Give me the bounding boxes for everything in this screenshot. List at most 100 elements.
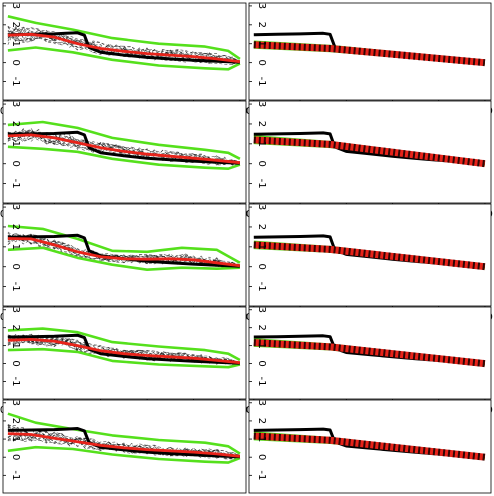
truth-line xyxy=(7,130,240,165)
y-tick-label: 0 xyxy=(256,59,267,65)
y-tick-label: 0 xyxy=(10,360,21,366)
band-lower-line xyxy=(7,246,240,271)
truth-line xyxy=(7,233,240,268)
y-tick-label: 1 xyxy=(10,342,21,348)
estimate-line xyxy=(7,337,241,365)
y-tick-label: 3 xyxy=(10,3,21,9)
band-lower-line xyxy=(7,347,241,369)
panel-r2-c1: -101230.00.20.40.60.81.0 xyxy=(0,100,248,220)
y-tick-label: 1 xyxy=(256,141,267,147)
y-tick-label: 1 xyxy=(256,342,267,348)
y-tick-label: 0 xyxy=(10,454,21,460)
y-tick-label: 3 xyxy=(10,204,21,210)
posterior-draw-line xyxy=(7,130,240,166)
y-tick-label: 0 xyxy=(10,264,21,270)
y-tick-label: -1 xyxy=(10,77,21,87)
y-tick-label: 3 xyxy=(256,204,267,210)
y-tick-label: 0 xyxy=(256,360,267,366)
posterior-draw-line xyxy=(7,128,240,164)
posterior-draw-line xyxy=(7,427,241,458)
posterior-draw-line xyxy=(7,231,240,268)
posterior-draw-line xyxy=(7,429,241,459)
estimate-dotted-overlay xyxy=(253,339,486,368)
estimate-line xyxy=(7,237,241,268)
y-tick-label: 1 xyxy=(256,244,267,250)
y-tick-label: 3 xyxy=(10,101,21,107)
estimate-dotted-overlay xyxy=(253,432,486,461)
band-lower-line xyxy=(7,445,241,464)
y-tick-label: 1 xyxy=(256,41,267,47)
band-upper-line xyxy=(7,327,241,362)
panel-r1-c1: -101230.00.20.40.60.81.0 xyxy=(0,2,248,117)
truth-line xyxy=(7,31,240,64)
panel-r5-c1: -1 0 1 2 3 xyxy=(2,399,247,494)
y-tick-label: -1 xyxy=(256,179,267,189)
y-tick-label: 2 xyxy=(10,121,21,127)
posterior-draw-line xyxy=(7,26,241,63)
posterior-draw-line xyxy=(7,427,241,458)
band-upper-line xyxy=(7,412,241,455)
y-tick-label: 3 xyxy=(256,3,267,9)
y-tick-label: 0 xyxy=(10,59,21,65)
y-tick-label: 2 xyxy=(256,325,267,331)
y-tick-label: -1 xyxy=(256,470,267,480)
y-tick-label: -1 xyxy=(10,377,21,387)
y-tick-label: -1 xyxy=(10,179,21,189)
panel-r3-c1: -101230.00.20.40.60.81.0 xyxy=(0,203,248,323)
band-upper-line xyxy=(7,15,241,60)
truth-line xyxy=(7,333,240,365)
panel-r1-c2: -101230.00.20.40.60.81.0 xyxy=(246,2,493,117)
y-tick-label: 1 xyxy=(10,41,21,47)
estimate-dotted-overlay xyxy=(253,41,486,67)
band-upper-line xyxy=(7,120,241,160)
y-tick-label: 2 xyxy=(10,418,21,424)
posterior-draw-line xyxy=(7,27,241,65)
band-lower-line xyxy=(7,145,241,170)
y-tick-label: 1 xyxy=(10,244,21,250)
panel-r4-c2: -101230.00.20.40.60.81.0 xyxy=(246,307,493,416)
posterior-draw-line xyxy=(7,431,241,457)
y-tick-label: 1 xyxy=(10,141,21,147)
posterior-draw-line xyxy=(7,424,240,458)
y-tick-label: 3 xyxy=(256,101,267,107)
estimate-line xyxy=(7,133,241,165)
panel-r3-c2: -101230.00.20.40.60.81.0 xyxy=(246,203,493,323)
estimate-line xyxy=(7,32,241,64)
y-tick-label: 1 xyxy=(256,436,267,442)
band-lower-line xyxy=(7,46,241,71)
panel-r4-c1: -101230.00.20.40.60.81.0 xyxy=(0,307,248,416)
y-tick-label: 0 xyxy=(256,264,267,270)
y-tick-label: -1 xyxy=(256,282,267,292)
y-tick-label: 3 xyxy=(10,307,21,313)
posterior-draw-line xyxy=(7,30,241,63)
panel-r2-c2: -101230.00.20.40.60.81.0 xyxy=(246,100,493,220)
y-tick-label: 2 xyxy=(256,22,267,28)
y-tick-label: 2 xyxy=(256,224,267,230)
y-tick-label: 0 xyxy=(256,161,267,167)
panel-r5-c2: -1 0 1 2 3 xyxy=(248,399,492,494)
y-tick-label: 0 xyxy=(256,454,267,460)
y-tick-label: 2 xyxy=(10,22,21,28)
posterior-draw-line xyxy=(7,426,240,458)
y-tick-label: -1 xyxy=(10,282,21,292)
y-tick-label: 2 xyxy=(256,418,267,424)
posterior-draw-line xyxy=(7,233,241,268)
y-tick-label: 2 xyxy=(10,325,21,331)
y-tick-label: 0 xyxy=(10,161,21,167)
estimate-dotted-overlay xyxy=(253,241,486,271)
y-tick-label: 3 xyxy=(256,307,267,313)
y-tick-label: -1 xyxy=(256,377,267,387)
estimate-line xyxy=(7,432,241,458)
band-upper-line xyxy=(7,224,241,264)
posterior-draw-line xyxy=(7,130,240,164)
posterior-draw-line xyxy=(7,33,240,62)
y-tick-label: 2 xyxy=(256,121,267,127)
y-tick-label: 2 xyxy=(10,224,21,230)
y-tick-label: 3 xyxy=(10,400,21,406)
y-tick-label: 3 xyxy=(256,400,267,406)
posterior-draw-line xyxy=(7,28,240,62)
y-tick-label: 1 xyxy=(10,436,21,442)
y-tick-label: -1 xyxy=(256,77,267,87)
y-tick-label: -1 xyxy=(10,470,21,480)
